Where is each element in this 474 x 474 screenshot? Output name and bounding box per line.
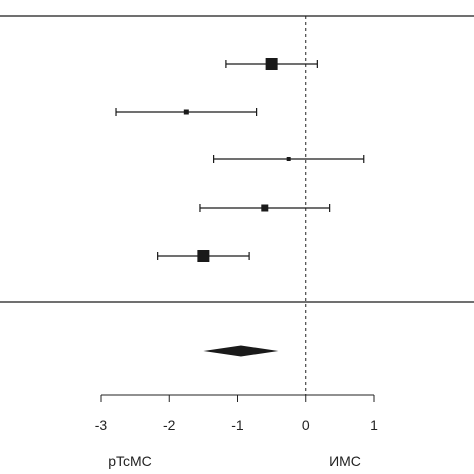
point-estimate (265, 58, 278, 70)
pooled-estimate-diamond (203, 345, 279, 357)
x-tick-label: 0 (302, 417, 310, 433)
point-estimate (197, 250, 210, 262)
x-axis: -3 -2 -1 0 1 (95, 394, 378, 433)
x-tick-label: -3 (95, 417, 108, 433)
x-tick-label: -1 (231, 417, 244, 433)
point-estimate (183, 109, 189, 115)
point-estimate (261, 204, 269, 212)
x-tick-label: -2 (163, 417, 176, 433)
direction-label-left: pTcMC (108, 453, 152, 469)
direction-label-right: ИMC (329, 453, 361, 469)
point-estimate (286, 157, 291, 161)
x-tick-label: 1 (370, 417, 378, 433)
study-estimates (115, 58, 365, 262)
